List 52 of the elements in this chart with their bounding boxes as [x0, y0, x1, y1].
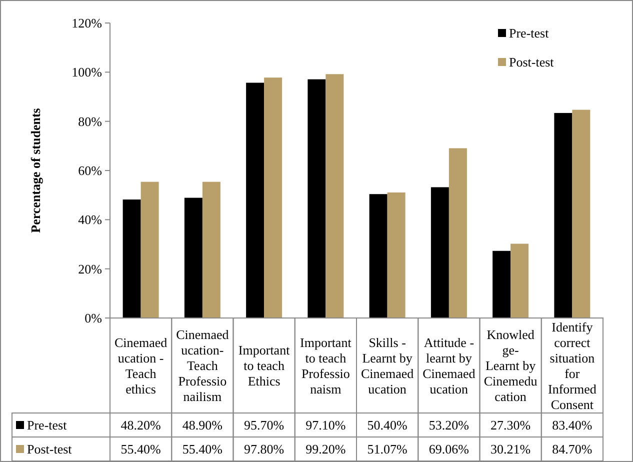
- data-label: 51.07%: [367, 442, 408, 457]
- x-tick-label: Knowled ge- Learnt by Cinemedu cation: [484, 327, 538, 404]
- bar: [510, 244, 529, 318]
- bar: [326, 74, 344, 318]
- data-label: 95.70%: [244, 418, 284, 433]
- x-tick-label: Important to teach Ethics: [238, 342, 290, 389]
- x-tick-label: Skills - Learnt by Cinemaed ucation: [360, 334, 414, 396]
- bar: [122, 200, 141, 318]
- data-label: 97.80%: [244, 442, 284, 457]
- bar: [184, 198, 202, 318]
- y-tick-label: 0%: [84, 310, 102, 326]
- y-tick-label: 40%: [78, 212, 102, 228]
- data-label: 50.40%: [367, 418, 408, 433]
- bar: [308, 79, 326, 318]
- data-label: 55.40%: [182, 442, 223, 457]
- y-axis-title: Percentage of students: [28, 108, 43, 233]
- data-label: 48.20%: [120, 418, 162, 433]
- legend-label: Pre-test: [509, 26, 550, 41]
- text: Pre-test: [27, 418, 67, 433]
- text: Post-test: [27, 442, 72, 457]
- data-label: 83.40%: [552, 418, 592, 433]
- y-tick-label: 80%: [78, 114, 102, 129]
- y-tick-label: 120%: [72, 16, 102, 31]
- bar: [430, 187, 449, 318]
- x-tick-label: Important to teach Professio naism: [300, 334, 352, 396]
- data-label: 27.30%: [490, 418, 531, 433]
- y-tick-label: 60%: [78, 163, 102, 178]
- x-tick-label: Attitude - learnt by Cinemaed ucation: [422, 334, 476, 396]
- y-tick-label: 100%: [72, 64, 102, 80]
- data-label: 97.10%: [306, 418, 346, 433]
- data-label: 69.06%: [428, 442, 470, 457]
- bar: [572, 110, 590, 318]
- bar: [140, 182, 159, 318]
- data-label: 53.20%: [428, 418, 470, 433]
- data-label: 55.40%: [120, 442, 162, 457]
- data-label: 84.70%: [552, 442, 592, 457]
- bar: [448, 148, 467, 318]
- legend-label: Post-test: [509, 54, 554, 70]
- bar: [492, 250, 511, 318]
- x-tick-label: Cinemaed ucation- Teach Professio nailism: [176, 327, 230, 404]
- bar: [246, 82, 264, 318]
- x-tick-label: Cinemaed ucation - Teach ethics: [114, 334, 168, 396]
- bar: [387, 192, 406, 318]
- y-tick-label: 20%: [78, 261, 102, 276]
- bar: [202, 182, 220, 318]
- data-label: 99.20%: [306, 442, 346, 457]
- bar: [554, 112, 572, 318]
- bar: [264, 78, 282, 318]
- x-tick-label: Identify correct situation for Informed Consent: [548, 319, 597, 412]
- bar: [369, 194, 388, 318]
- data-label: 48.90%: [182, 418, 223, 433]
- data-label: 30.21%: [490, 442, 531, 457]
